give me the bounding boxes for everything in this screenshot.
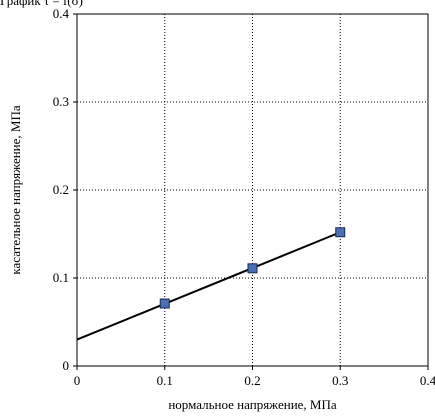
x-axis-ticks: 0 0.1 0.2 0.3 0.4: [74, 366, 435, 388]
x-tick-label: 0: [74, 373, 81, 388]
y-axis-ticks: 0 0.1 0.2 0.3 0.4: [53, 6, 77, 373]
y-tick-label: 0: [63, 358, 70, 373]
y-tick-label: 0.1: [53, 270, 69, 285]
y-axis-label: касательное напряжение, МПа: [8, 105, 23, 274]
x-tick-label: 0.2: [244, 373, 260, 388]
x-tick-label: 0.4: [420, 373, 435, 388]
trend-line: [76, 231, 341, 341]
data-point: [159, 298, 170, 309]
y-tick-label: 0.4: [53, 6, 70, 21]
y-tick-label: 0.3: [53, 94, 69, 109]
y-tick-label: 0.2: [53, 182, 69, 197]
series: [76, 227, 346, 341]
data-point: [247, 263, 258, 274]
grid: [77, 14, 428, 366]
x-tick-label: 0.1: [157, 373, 173, 388]
chart-title: График τ = f(σ): [0, 0, 83, 8]
data-point: [335, 227, 346, 238]
plot-area-frame: [76, 13, 429, 367]
x-tick-label: 0.3: [332, 373, 348, 388]
x-axis-label: нормальное напряжение, МПа: [168, 397, 337, 412]
